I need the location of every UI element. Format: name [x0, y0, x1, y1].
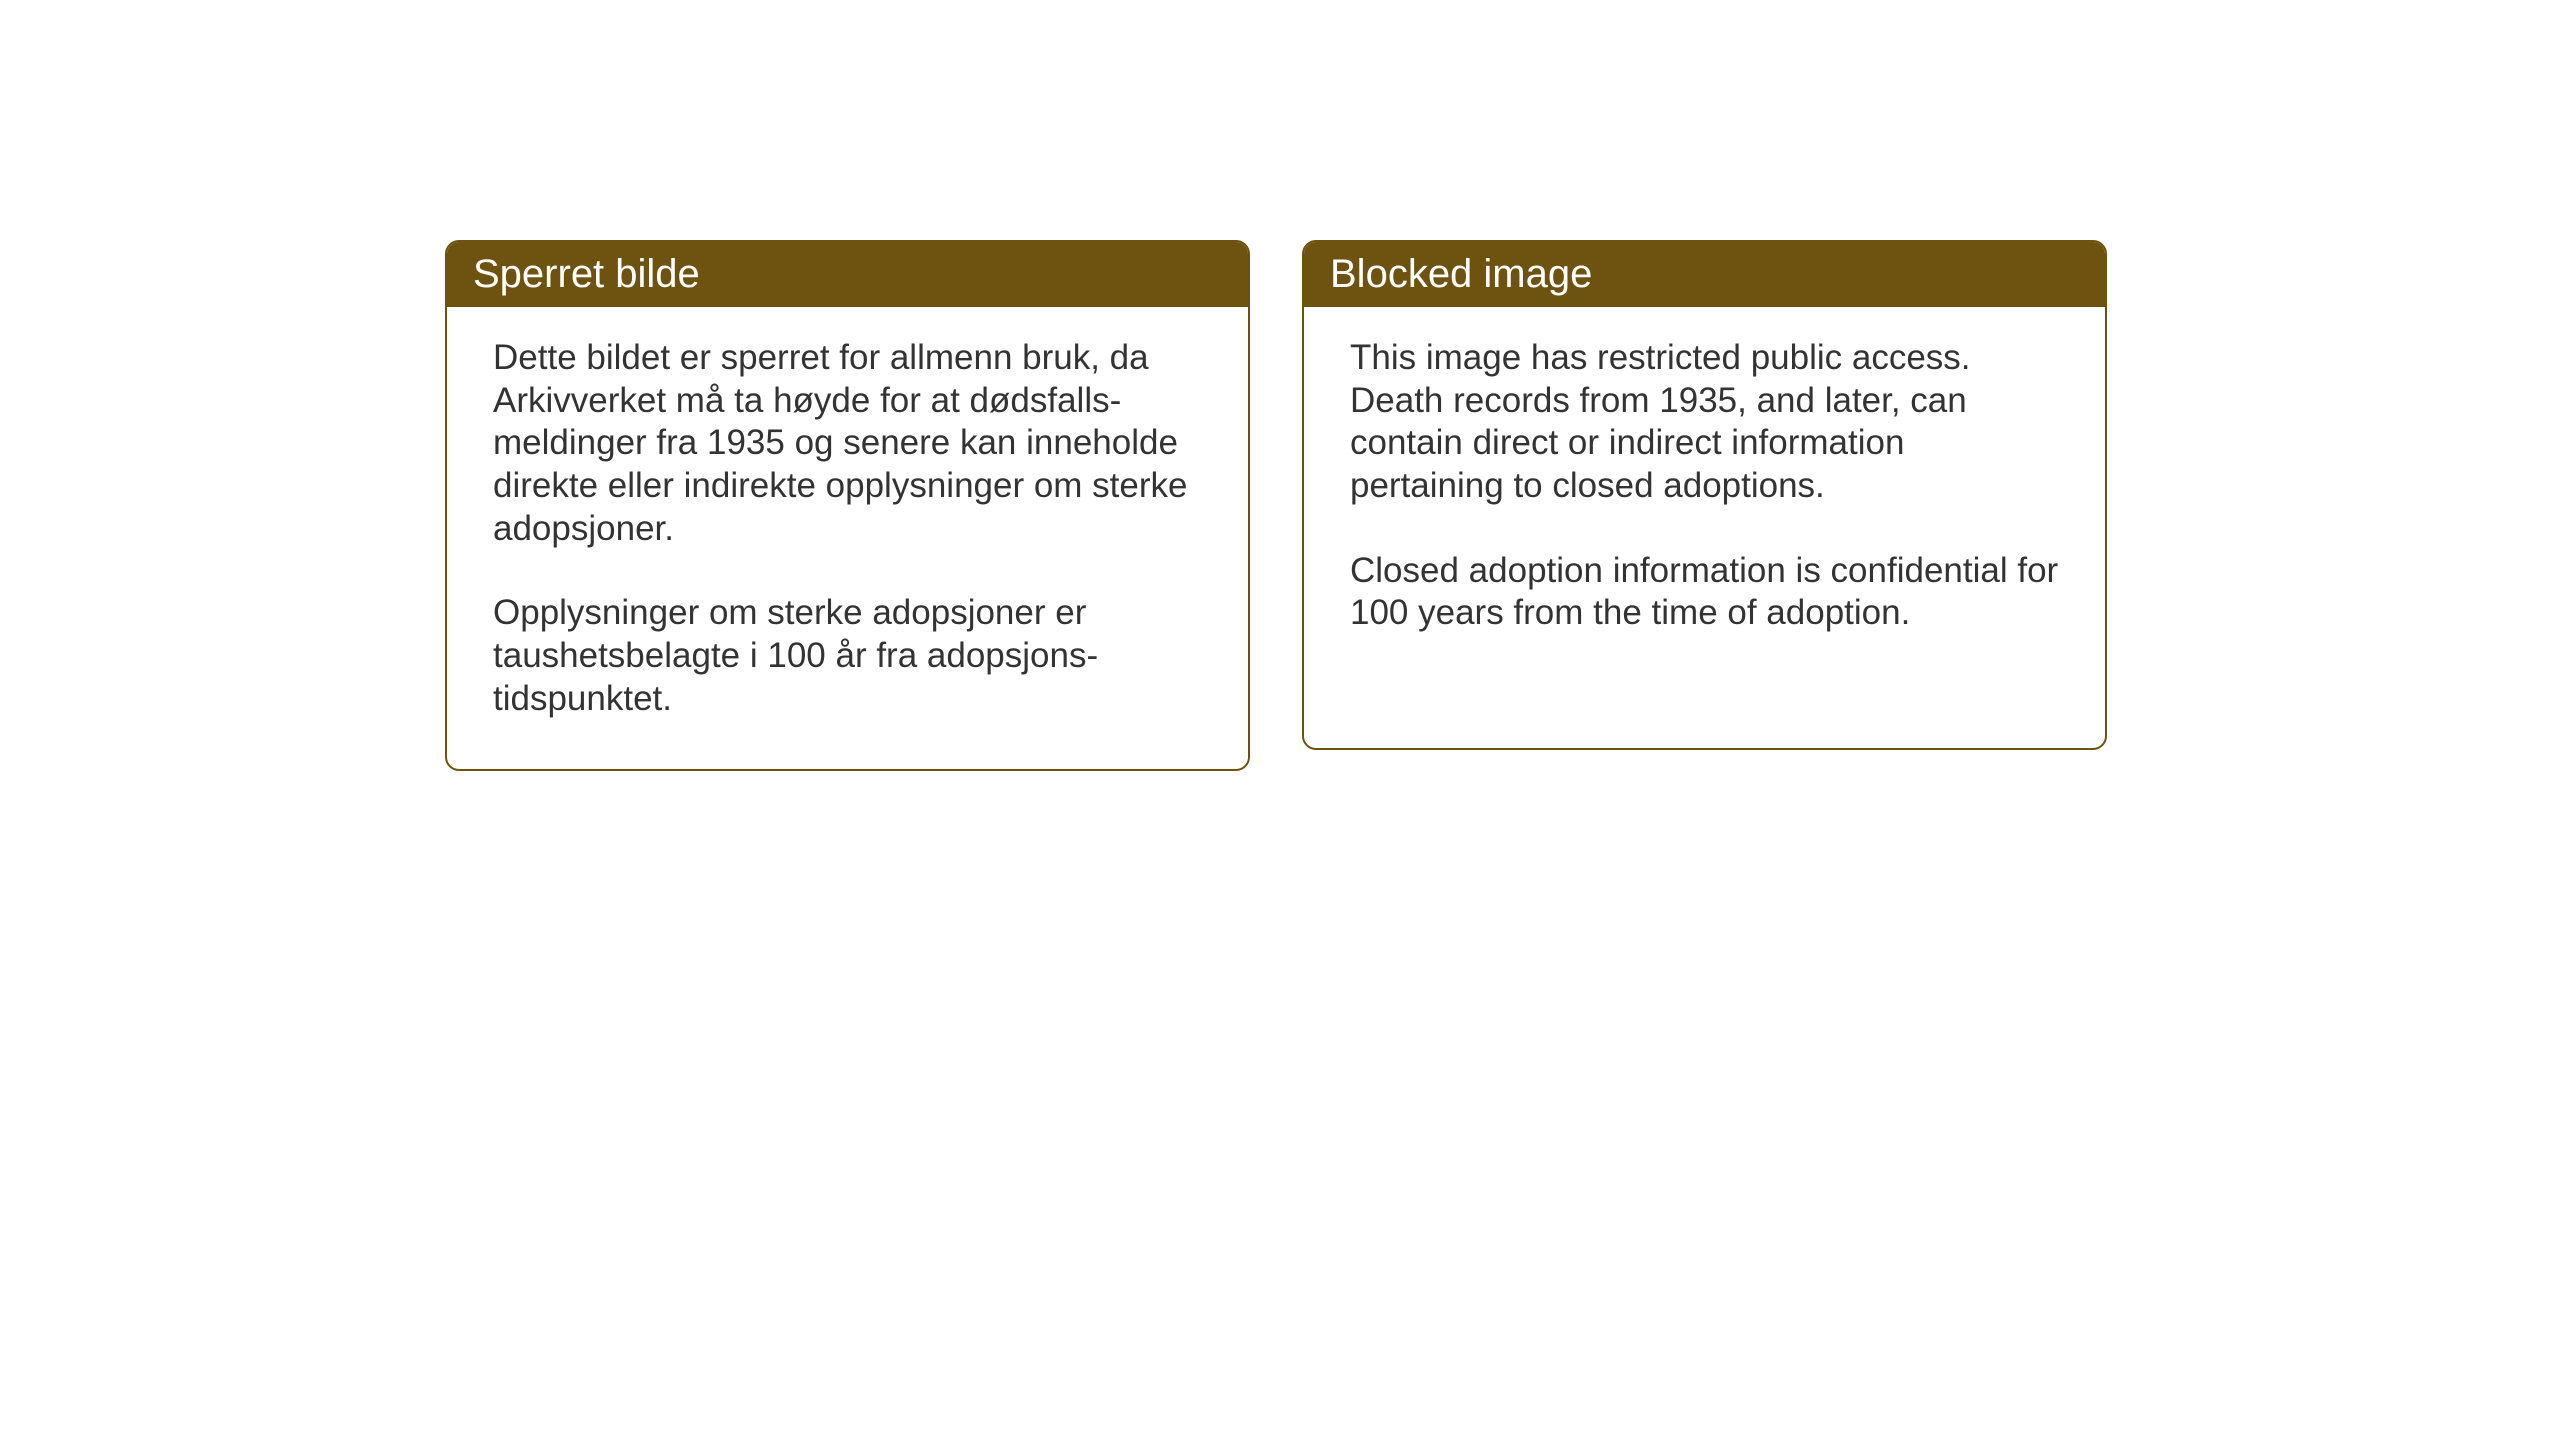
- notice-paragraph-2-norwegian: Opplysninger om sterke adopsjoner er tau…: [493, 592, 1202, 720]
- notice-body-norwegian: Dette bildet er sperret for allmenn bruk…: [447, 307, 1248, 769]
- notice-box-english: Blocked image This image has restricted …: [1302, 240, 2107, 750]
- notices-container: Sperret bilde Dette bildet er sperret fo…: [445, 240, 2107, 771]
- notice-title-norwegian: Sperret bilde: [473, 252, 700, 296]
- notice-title-english: Blocked image: [1330, 252, 1592, 296]
- notice-header-english: Blocked image: [1304, 242, 2105, 307]
- notice-body-english: This image has restricted public access.…: [1304, 307, 2105, 683]
- notice-paragraph-2-english: Closed adoption information is confident…: [1350, 550, 2059, 635]
- notice-paragraph-1-english: This image has restricted public access.…: [1350, 337, 2059, 508]
- notice-paragraph-1-norwegian: Dette bildet er sperret for allmenn bruk…: [493, 337, 1202, 550]
- notice-box-norwegian: Sperret bilde Dette bildet er sperret fo…: [445, 240, 1250, 771]
- notice-header-norwegian: Sperret bilde: [447, 242, 1248, 307]
